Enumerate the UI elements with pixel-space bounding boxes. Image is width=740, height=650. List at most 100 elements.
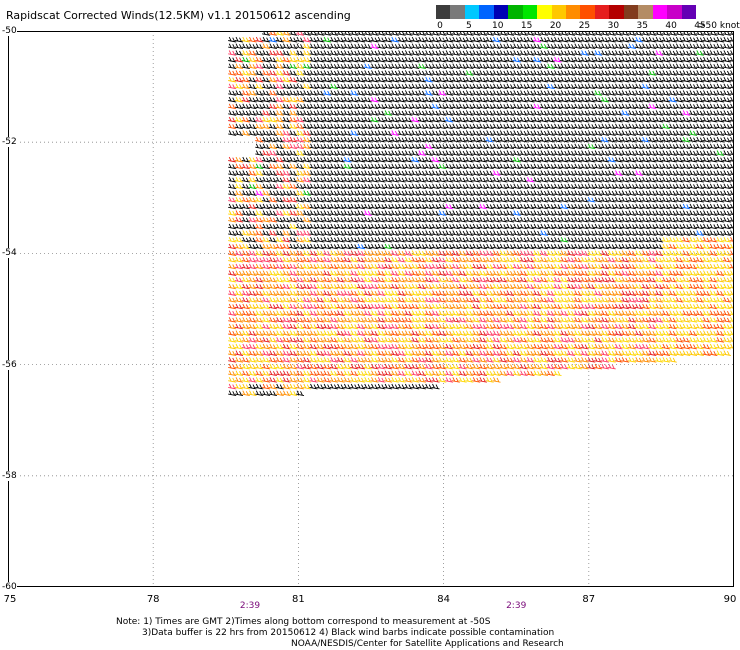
wind-barb [336,350,345,356]
wind-barb [370,270,379,276]
wind-barb [600,216,609,223]
wind-barb [228,317,237,323]
wind-barb [411,323,420,330]
wind-barb [411,290,420,296]
wind-barb [709,36,718,43]
wind-barb [573,50,582,56]
wind-barb [316,250,325,256]
wind-barb [661,130,670,136]
wind-barb [384,123,393,130]
wind-barb [648,123,657,130]
wind-barb [363,250,372,256]
wind-barb [716,90,725,96]
wind-barb [343,43,352,50]
wind-barb [655,76,664,83]
wind-barb [716,330,725,336]
wind-barb [289,236,298,243]
wind-barb [275,390,284,397]
wind-barb [472,230,481,236]
wind-barb [397,156,406,163]
wind-barb [411,276,420,283]
wind-barb [566,123,576,130]
wind-barb [397,303,406,310]
wind-barb [465,343,474,350]
wind-barb [309,310,318,316]
wind-barb [377,83,386,90]
wind-barb [600,357,609,363]
wind-barb [241,390,250,397]
wind-barb [627,256,637,263]
wind-barb [675,243,684,250]
wind-barb [309,337,318,343]
wind-barb [478,303,487,310]
wind-barb [668,317,677,323]
wind-barb [417,383,426,390]
wind-barb [228,156,237,163]
wind-barb [716,236,725,243]
wind-barb [627,290,637,296]
wind-barb [397,56,406,63]
wind-barb [668,263,677,270]
wind-barb [309,303,318,310]
wind-barb [668,163,677,170]
wind-barb [709,350,718,356]
wind-barb [505,290,515,296]
wind-barb [323,223,332,230]
wind-barb [465,250,474,256]
wind-barb [363,176,372,183]
wind-barb [451,230,460,236]
wind-barb [688,196,698,203]
wind-barb [234,176,244,183]
wind-barb [424,150,433,156]
wind-barb [519,136,528,143]
wind-barb [275,256,284,263]
wind-barb [560,303,569,310]
wind-barb [655,270,664,276]
wind-barb [668,183,677,190]
wind-barb [478,36,487,43]
wind-barb [641,236,650,243]
wind-barb [282,56,291,63]
wind-barb [634,150,643,156]
wind-barb [302,70,311,76]
wind-barb [560,203,569,210]
wind-barb [438,36,447,43]
wind-barb [329,190,338,196]
wind-barb [465,357,474,363]
wind-barb [363,236,372,243]
wind-barb [526,176,535,183]
legend-swatch [594,5,610,19]
wind-barb [465,150,474,156]
wind-barb [248,317,257,323]
legend-swatch [623,5,639,19]
wind-barb [282,250,291,256]
wind-barb [519,163,528,170]
wind-barb [505,116,515,123]
wind-barb [404,110,413,116]
wind-barb [560,283,569,290]
wind-barb [505,223,515,230]
lat-tick-label: -50 [2,26,17,36]
wind-barb [580,123,589,130]
wind-barb [492,90,501,96]
wind-barb [350,236,359,243]
wind-barb [411,163,420,170]
wind-barb [323,276,332,283]
wind-barb [512,123,521,130]
wind-barb [309,250,318,256]
wind-barb [262,383,271,390]
wind-barb [512,116,521,123]
wind-barb [594,116,603,123]
wind-barb [580,143,589,150]
wind-barb [492,203,501,210]
wind-barb [356,50,366,56]
wind-barb [465,290,474,296]
wind-barb [350,90,359,96]
wind-barb [499,283,508,290]
wind-barb [268,63,277,70]
wind-barb [424,323,433,330]
wind-barb [600,90,609,96]
wind-barb [363,223,372,230]
wind-barb [641,76,650,83]
wind-barb [648,63,657,70]
